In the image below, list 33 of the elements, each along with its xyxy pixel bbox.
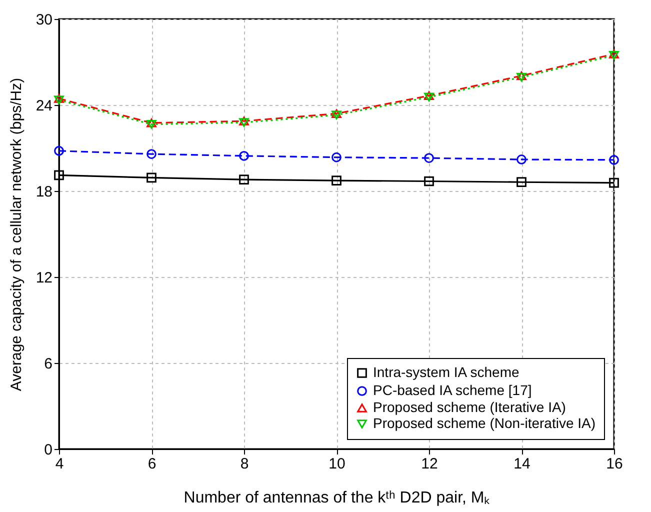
y-tick-label: 18 bbox=[36, 184, 52, 200]
x-tick-label: 6 bbox=[148, 456, 156, 472]
x-tick-label: 16 bbox=[606, 456, 623, 472]
point bbox=[424, 153, 434, 163]
point bbox=[239, 150, 249, 161]
point bbox=[146, 149, 156, 159]
x-tick-label: 4 bbox=[55, 456, 64, 472]
point bbox=[609, 154, 619, 165]
y-axis-title: Average capacity of a cellular network (bps/Hz) bbox=[8, 78, 25, 392]
legend-label: Intra-system IA scheme bbox=[373, 364, 520, 380]
x-axis-title: Number of antennas of the kᵗʰ D2D pair, Mₖ bbox=[184, 490, 490, 506]
x-tick-label: 14 bbox=[514, 456, 530, 472]
x-tick-label: 10 bbox=[328, 456, 346, 472]
legend-label: Proposed scheme (Iterative IA) bbox=[373, 399, 566, 415]
point bbox=[239, 174, 249, 184]
point bbox=[332, 152, 342, 162]
x-tick-label: 8 bbox=[240, 456, 249, 472]
point bbox=[54, 146, 64, 156]
point bbox=[516, 154, 526, 164]
y-tick-label: 0 bbox=[44, 442, 52, 458]
y-tick-label: 6 bbox=[44, 356, 52, 372]
y-tick-label: 30 bbox=[36, 12, 52, 28]
point bbox=[516, 177, 526, 188]
point bbox=[609, 178, 619, 188]
legend-label: Proposed scheme (Non-iterative IA) bbox=[373, 415, 596, 431]
point bbox=[424, 176, 434, 186]
legend-label: PC-based IA scheme [17] bbox=[373, 382, 532, 398]
point bbox=[54, 170, 64, 180]
point bbox=[146, 172, 156, 183]
y-tick-label: 12 bbox=[36, 270, 52, 286]
x-tick-label: 12 bbox=[421, 456, 438, 472]
y-tick-label: 24 bbox=[36, 98, 52, 114]
point bbox=[332, 176, 342, 186]
